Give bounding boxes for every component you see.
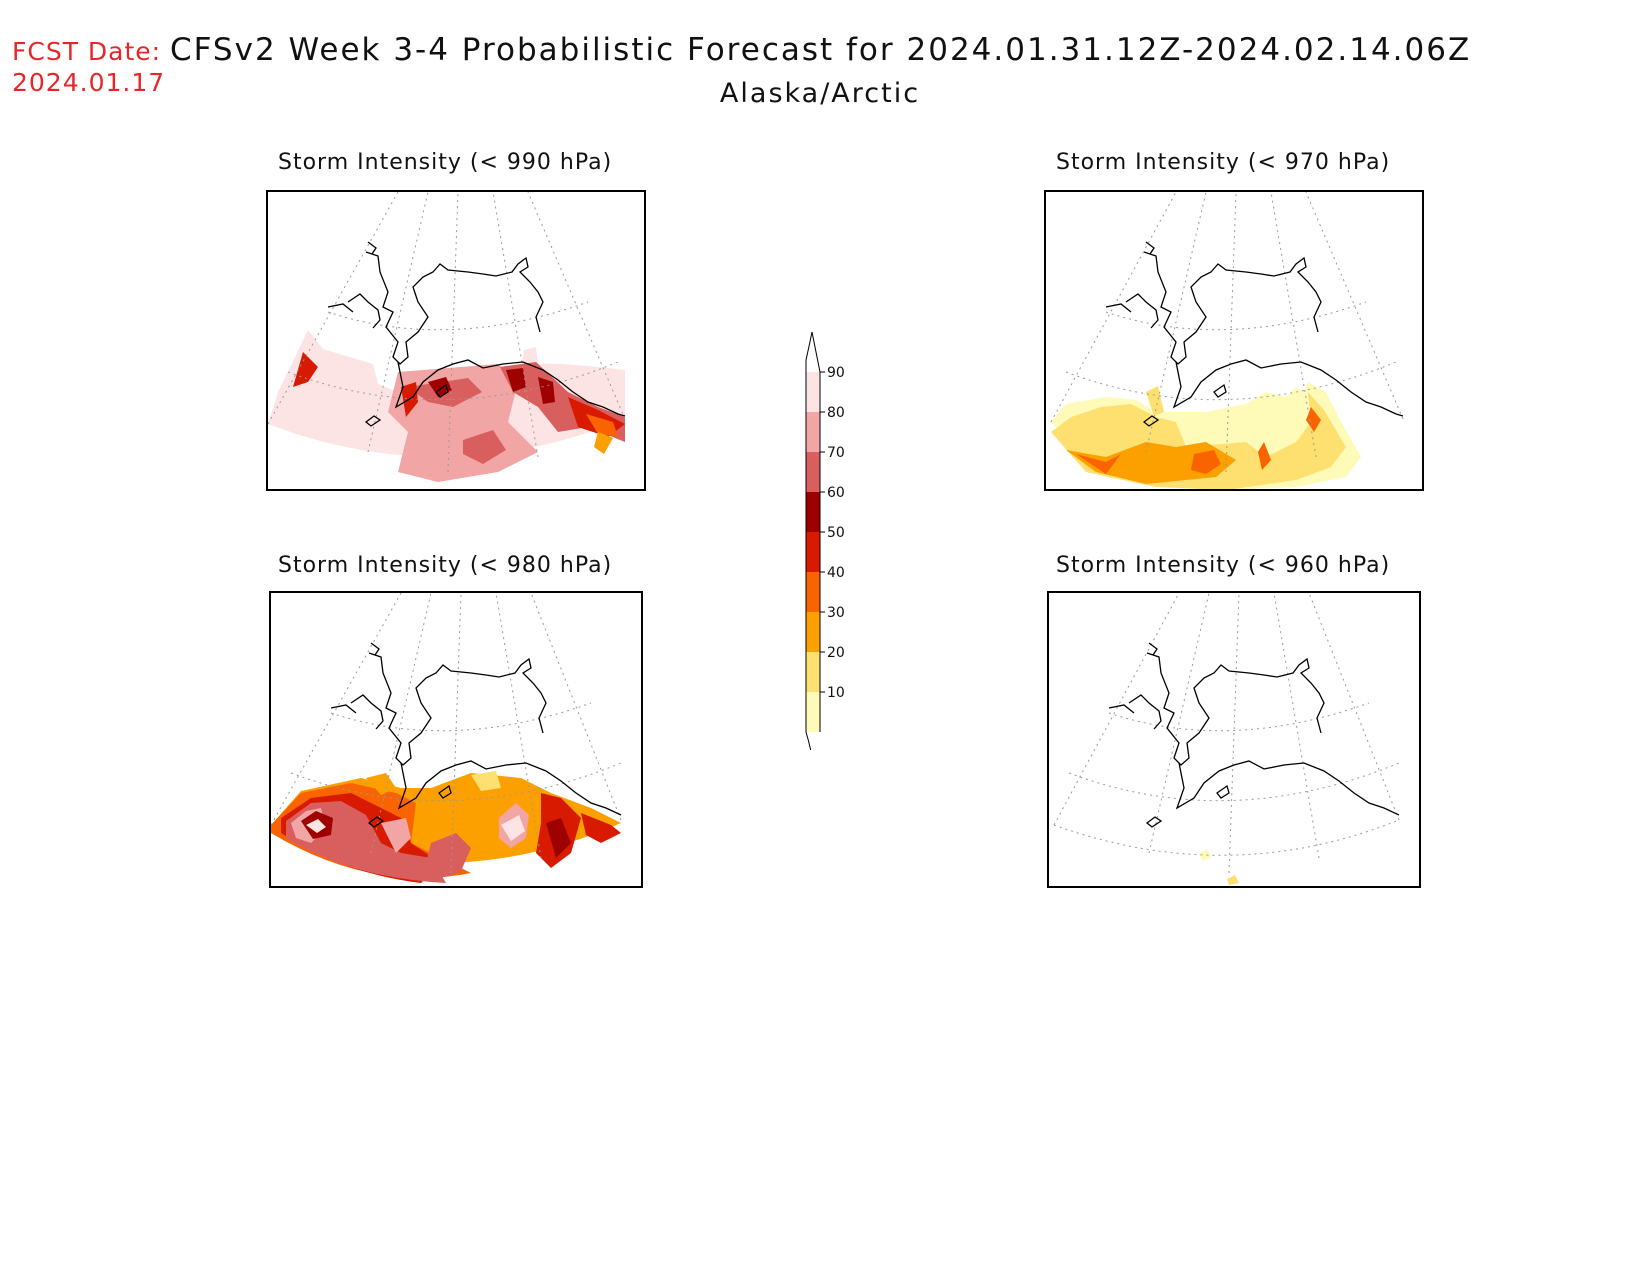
color-bar-swatch <box>806 532 820 572</box>
prob-fill-970 <box>1051 382 1361 489</box>
color-bar-label: 40 <box>827 565 845 581</box>
color-bar-swatch <box>806 612 820 652</box>
prob-fill-960 <box>1199 849 1239 885</box>
graticule-960 <box>1053 593 1400 874</box>
color-bar-label: 70 <box>827 445 845 461</box>
color-bar-legend: 90 80 70 60 50 40 30 20 10 <box>800 330 870 771</box>
color-bar-swatch <box>806 372 820 412</box>
prob-fill-990 <box>268 330 625 482</box>
map-panel-990 <box>266 190 646 491</box>
color-bar-label: 60 <box>827 485 845 501</box>
color-bar-swatch <box>806 652 820 692</box>
graticule-980 <box>271 593 622 874</box>
graticule-990 <box>268 192 626 473</box>
fcst-date-block: FCST Date: 2024.01.17 <box>12 36 165 98</box>
color-bar-label: 90 <box>827 365 845 381</box>
color-bar-label: 50 <box>827 525 845 541</box>
panel-title-990: Storm Intensity (< 990 hPa) <box>278 150 613 175</box>
fcst-date-label: FCST Date: <box>12 37 162 66</box>
color-bar-swatch <box>806 412 820 452</box>
coastline-980 <box>330 642 622 828</box>
coastline-970 <box>1105 241 1404 427</box>
color-bar-label: 30 <box>827 605 845 621</box>
panel-title-960: Storm Intensity (< 960 hPa) <box>1056 553 1391 578</box>
color-bar-label: 10 <box>827 685 845 701</box>
map-panel-980 <box>269 591 643 888</box>
fcst-date-value: 2024.01.17 <box>12 68 166 97</box>
region-subtitle: Alaska/Arctic <box>719 78 921 109</box>
graticule-970 <box>1050 192 1404 473</box>
map-panel-970 <box>1044 190 1424 491</box>
figure-title: CFSv2 Week 3-4 Probabilistic Forecast fo… <box>170 32 1472 68</box>
color-bar-swatch <box>806 492 820 532</box>
coastline-990 <box>327 241 626 427</box>
color-bar-label: 80 <box>827 405 845 421</box>
prob-fill-980 <box>271 771 621 883</box>
coastline-960 <box>1108 642 1400 828</box>
panel-title-970: Storm Intensity (< 970 hPa) <box>1056 150 1391 175</box>
color-bar-swatch <box>806 692 820 732</box>
color-bar-label: 20 <box>827 645 845 661</box>
color-bar-top-cap <box>805 331 821 373</box>
color-bar-swatch <box>806 572 820 612</box>
map-panel-960 <box>1047 591 1421 888</box>
color-bar-swatch <box>806 452 820 492</box>
panel-title-980: Storm Intensity (< 980 hPa) <box>278 553 613 578</box>
